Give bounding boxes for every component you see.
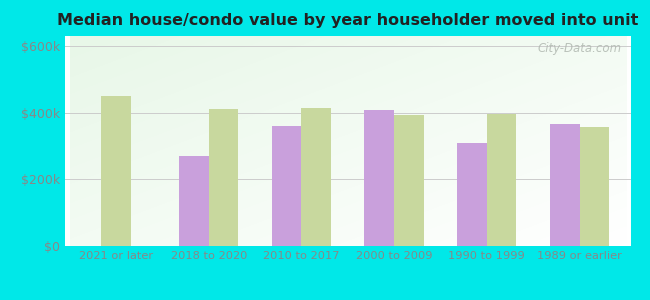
Bar <box>580 127 609 246</box>
Bar <box>101 96 131 246</box>
Bar <box>487 114 517 246</box>
Text: City-Data.com: City-Data.com <box>538 42 622 55</box>
Bar <box>209 109 239 246</box>
Bar <box>179 156 209 246</box>
Bar <box>457 143 487 246</box>
Title: Median house/condo value by year householder moved into unit: Median house/condo value by year househo… <box>57 13 638 28</box>
Bar <box>272 126 302 246</box>
Bar <box>302 108 331 246</box>
Bar <box>550 124 580 246</box>
Bar <box>365 110 394 246</box>
Bar <box>394 115 424 246</box>
